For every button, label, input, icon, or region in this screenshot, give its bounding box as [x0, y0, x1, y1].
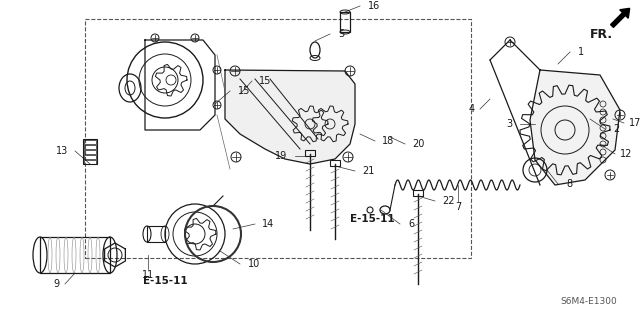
- Bar: [83, 139, 97, 164]
- Text: 22: 22: [442, 196, 454, 206]
- Text: FR.: FR.: [590, 27, 613, 41]
- Text: 11: 11: [142, 270, 154, 280]
- Text: 16: 16: [368, 1, 380, 11]
- Text: 6: 6: [408, 219, 414, 229]
- Text: E-15-11: E-15-11: [143, 276, 188, 286]
- Text: 12: 12: [620, 149, 632, 159]
- Text: 14: 14: [262, 219, 275, 229]
- Text: 1: 1: [578, 47, 584, 57]
- Bar: [340, 12, 350, 32]
- Bar: [85, 19, 471, 258]
- Bar: [84, 155, 96, 159]
- Text: 15: 15: [259, 76, 271, 86]
- Text: 18: 18: [382, 136, 394, 146]
- Text: 3: 3: [506, 119, 512, 129]
- Bar: [147, 226, 165, 242]
- Text: 15: 15: [238, 86, 250, 96]
- Text: 17: 17: [629, 118, 640, 128]
- Bar: [84, 145, 96, 149]
- Text: 2: 2: [613, 124, 620, 134]
- Text: 19: 19: [275, 151, 287, 161]
- Text: 21: 21: [362, 166, 374, 176]
- Text: 4: 4: [469, 104, 475, 114]
- Text: 9: 9: [54, 279, 60, 289]
- Text: 13: 13: [56, 146, 68, 156]
- Bar: [413, 190, 423, 196]
- Text: E-15-11: E-15-11: [350, 214, 395, 224]
- Polygon shape: [225, 70, 355, 164]
- Bar: [305, 150, 315, 156]
- Bar: [84, 140, 96, 144]
- Polygon shape: [530, 70, 620, 185]
- Bar: [84, 160, 96, 164]
- Bar: [40, 237, 110, 273]
- Text: 10: 10: [248, 259, 260, 269]
- Text: 8: 8: [566, 179, 572, 189]
- FancyArrow shape: [611, 8, 630, 27]
- Bar: [84, 150, 96, 154]
- Bar: [330, 160, 340, 166]
- Text: S6M4-E1300: S6M4-E1300: [560, 296, 617, 306]
- Text: 5: 5: [338, 29, 344, 39]
- Text: 20: 20: [412, 139, 424, 149]
- Text: 7: 7: [455, 202, 461, 212]
